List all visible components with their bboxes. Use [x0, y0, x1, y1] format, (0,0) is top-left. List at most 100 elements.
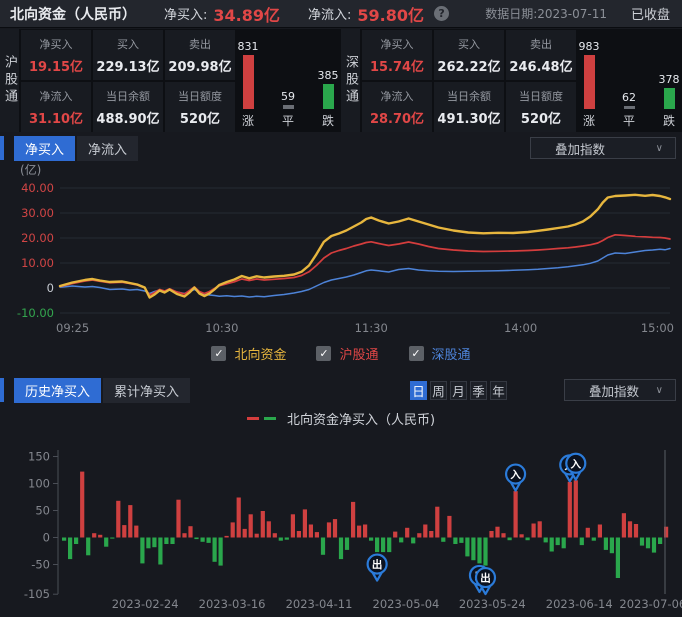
history-bar[interactable]	[471, 537, 476, 561]
overlay-index-dropdown[interactable]: 叠加指数 ∨	[564, 379, 676, 401]
history-bar[interactable]	[411, 537, 416, 544]
history-bar[interactable]	[633, 524, 639, 538]
history-bar[interactable]	[537, 521, 542, 538]
period-week[interactable]: 周	[430, 380, 447, 400]
history-bar[interactable]	[152, 537, 157, 548]
history-bar[interactable]	[465, 537, 470, 557]
history-bar[interactable]	[579, 537, 584, 546]
tab-net-buy[interactable]: 净买入	[14, 135, 76, 161]
history-bar[interactable]	[477, 537, 482, 564]
history-bar[interactable]	[597, 524, 602, 538]
marker-out-pin[interactable]: 出	[474, 566, 497, 596]
history-bar[interactable]	[134, 525, 139, 538]
history-bar[interactable]	[609, 537, 614, 554]
history-bar[interactable]	[338, 537, 344, 560]
history-bar[interactable]	[351, 501, 356, 538]
history-bar[interactable]	[591, 537, 596, 541]
history-bar[interactable]	[651, 537, 657, 553]
history-bar[interactable]	[543, 537, 548, 543]
marker-in-pin[interactable]: 入	[504, 463, 527, 492]
tab-net-inflow[interactable]: 净流入	[77, 135, 139, 161]
history-bar[interactable]	[387, 537, 392, 553]
history-bar[interactable]	[260, 511, 265, 538]
overlay-index-dropdown[interactable]: 叠加指数 ∨	[530, 137, 676, 159]
tab-cumulative-net-buy[interactable]: 累计净买入	[103, 377, 191, 403]
history-bar[interactable]	[501, 533, 506, 538]
history-bar[interactable]	[62, 537, 67, 541]
history-bar[interactable]	[314, 532, 319, 538]
history-bar[interactable]	[519, 534, 524, 538]
history-bar[interactable]	[164, 537, 169, 545]
legend-item-shengutong[interactable]: ✓ 深股通	[408, 344, 471, 363]
history-bar[interactable]	[326, 522, 332, 538]
history-bar[interactable]	[80, 471, 85, 538]
history-bar[interactable]	[483, 537, 488, 566]
history-bar[interactable]	[447, 515, 452, 538]
history-bar-chart[interactable]: 150 100 50 0 -50 -105 2023-02-24 2023-03-16 2023…	[0, 428, 682, 617]
history-bar[interactable]	[242, 528, 247, 538]
history-bar[interactable]	[621, 513, 626, 538]
history-bar[interactable]	[658, 537, 663, 545]
history-bar[interactable]	[495, 526, 500, 538]
history-bar[interactable]	[110, 537, 115, 539]
legend-item-hugutong[interactable]: ✓ 沪股通	[316, 344, 379, 363]
history-bar[interactable]	[531, 523, 536, 538]
history-bar[interactable]	[369, 537, 374, 541]
history-bar[interactable]	[555, 537, 560, 546]
history-bar[interactable]	[507, 537, 512, 541]
history-bar[interactable]	[393, 531, 398, 538]
history-bar[interactable]	[206, 537, 211, 543]
history-bar[interactable]	[194, 537, 199, 540]
history-bar[interactable]	[399, 537, 404, 543]
history-bar[interactable]	[116, 500, 121, 538]
marker-in-pin[interactable]: 入	[565, 452, 587, 481]
history-bar[interactable]	[664, 526, 669, 538]
history-bar[interactable]	[140, 537, 145, 564]
history-bar[interactable]	[489, 531, 494, 538]
history-bar[interactable]	[585, 527, 590, 538]
history-bar[interactable]	[549, 537, 554, 552]
history-bar[interactable]	[453, 537, 458, 545]
history-bar[interactable]	[603, 537, 608, 550]
history-bar[interactable]	[645, 537, 651, 549]
history-bar[interactable]	[332, 519, 338, 538]
history-bar[interactable]	[320, 537, 326, 555]
history-bar[interactable]	[284, 537, 289, 540]
history-bar[interactable]	[375, 537, 380, 553]
history-bar[interactable]	[423, 524, 428, 538]
history-bar[interactable]	[158, 537, 163, 565]
history-bar[interactable]	[224, 535, 229, 538]
check-icon[interactable]: ✓	[211, 346, 227, 361]
history-bar[interactable]	[405, 527, 410, 538]
tab-history-net-buy[interactable]: 历史净买入	[14, 377, 102, 403]
history-bar[interactable]	[266, 521, 271, 538]
history-bar[interactable]	[230, 522, 235, 538]
history-bar[interactable]	[218, 537, 223, 566]
history-bar[interactable]	[573, 480, 578, 538]
history-bar[interactable]	[308, 524, 313, 538]
history-bar[interactable]	[357, 525, 362, 538]
history-bar[interactable]	[567, 481, 572, 538]
history-bar[interactable]	[615, 537, 620, 579]
history-bar[interactable]	[188, 526, 193, 538]
history-bar[interactable]	[459, 537, 464, 543]
period-day[interactable]: 日	[410, 380, 427, 400]
history-bar[interactable]	[513, 491, 518, 538]
history-bar[interactable]	[363, 524, 368, 538]
history-bar[interactable]	[86, 537, 91, 556]
history-bar[interactable]	[122, 525, 127, 538]
history-bar[interactable]	[212, 537, 217, 562]
history-bar[interactable]	[525, 537, 530, 541]
history-bar[interactable]	[170, 537, 175, 545]
history-bar[interactable]	[302, 509, 307, 538]
history-bar[interactable]	[429, 531, 434, 538]
history-bar[interactable]	[254, 533, 259, 538]
check-icon[interactable]: ✓	[408, 346, 424, 361]
history-bar[interactable]	[278, 537, 283, 541]
history-bar[interactable]	[561, 537, 566, 549]
history-bar[interactable]	[272, 533, 277, 538]
history-bar[interactable]	[146, 537, 151, 549]
period-month[interactable]: 月	[450, 380, 467, 400]
history-bar[interactable]	[381, 537, 386, 553]
